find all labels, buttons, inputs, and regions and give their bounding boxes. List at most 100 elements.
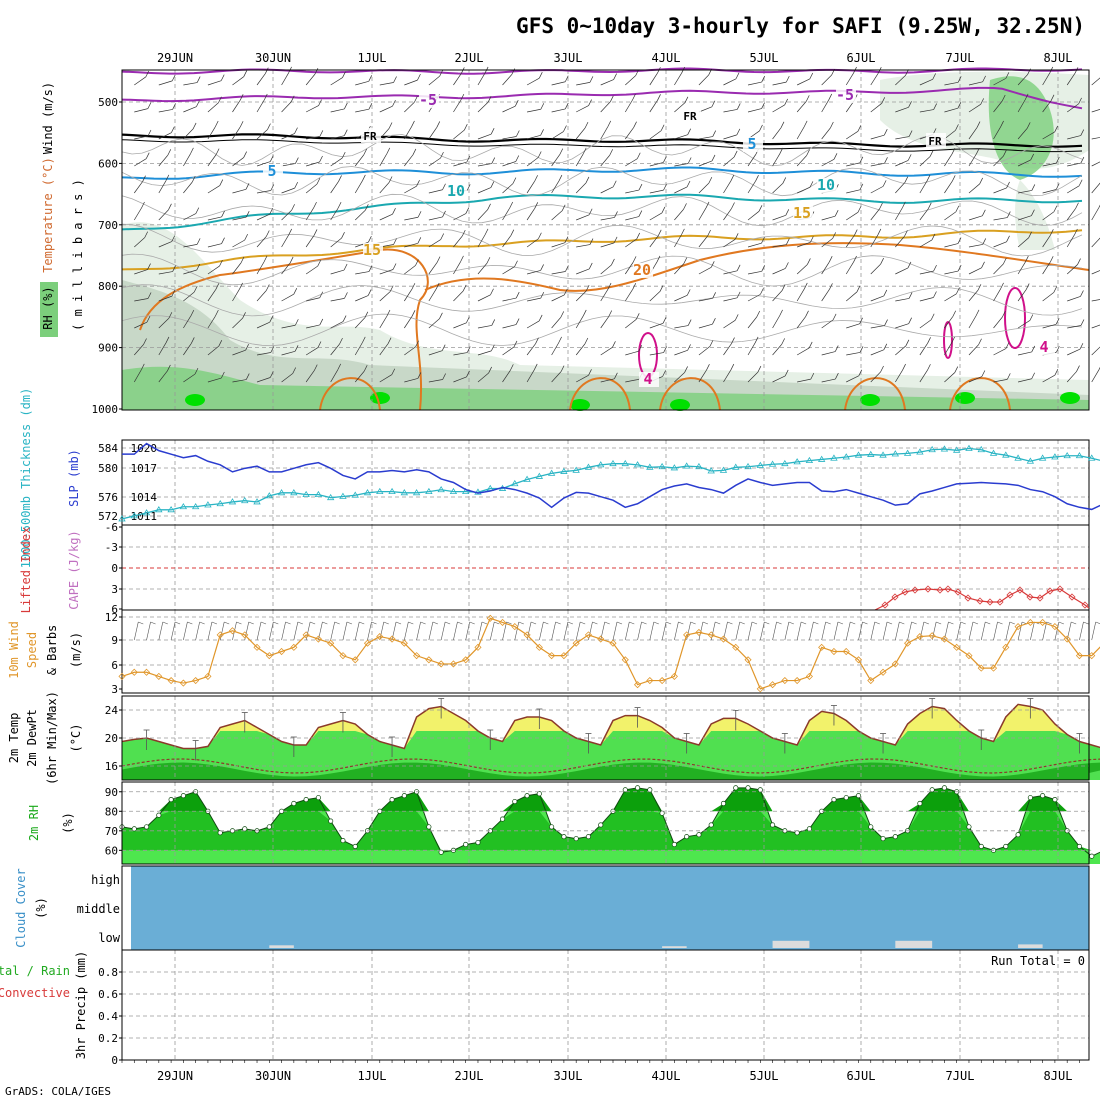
wind-barb-shaft (330, 369, 339, 383)
wind10-barb-flag (395, 621, 402, 625)
wind-barb-flag (977, 284, 982, 291)
rh2m-marker (328, 818, 334, 824)
wind-barb-shaft (379, 213, 393, 221)
thickness-marker (670, 464, 679, 471)
cloud-low-bar (662, 946, 687, 948)
wind-barb-flag (1080, 156, 1085, 164)
wind-barb-flag (215, 309, 219, 317)
wind-barb-flag (832, 313, 837, 321)
wind-barb-flag (588, 208, 593, 215)
wind-speed-marker (327, 639, 335, 647)
contour-label-bg (419, 93, 439, 108)
wind-barb-flag (736, 103, 741, 110)
wind-barb-flag (538, 72, 543, 79)
wind-speed-marker (560, 652, 568, 660)
wind-barb-flag (1031, 184, 1036, 191)
wind-barb-flag (683, 203, 687, 210)
wind-barb-shaft (624, 99, 633, 113)
wind-barb-shaft (281, 293, 294, 302)
wind-barb-shaft (944, 130, 956, 140)
contour-20-surface (949, 377, 1011, 411)
wind-barb-shaft (158, 209, 169, 221)
wind-barb-shaft (919, 156, 931, 167)
temp2m-ylabel-1: 2m Temp (7, 713, 21, 764)
contour-label: FR (363, 130, 377, 143)
wind10-barb (158, 621, 164, 641)
wind-barb-shaft (600, 186, 614, 194)
wind-speed-marker (462, 656, 470, 664)
wind-barb-flag (387, 337, 392, 344)
wind-barb-flag (687, 344, 691, 351)
wind-barb-shaft (576, 82, 590, 86)
thickness-marker (940, 445, 949, 452)
wind-barb-shaft (625, 216, 639, 221)
wind10-barb-flag (1046, 621, 1052, 625)
wind-barb-flag (859, 156, 864, 163)
wind10-barb (502, 621, 507, 641)
thickness-marker (854, 451, 863, 458)
wind-barb-flag (858, 369, 863, 376)
wind-barb-flag (269, 155, 274, 162)
wind-barb-flag (982, 75, 986, 83)
wind-barb-shaft (453, 322, 467, 329)
wind-barb-flag (709, 340, 714, 347)
wind-barb-flag (269, 207, 274, 215)
contour-label-bg (793, 206, 813, 221)
wind-barb-shaft (477, 102, 489, 113)
wind10-barb (980, 621, 986, 641)
wind-barb-flag (490, 288, 494, 295)
wind-barb-flag (1075, 202, 1079, 209)
thickness-marker (535, 472, 544, 479)
wind-barb-flag (736, 264, 741, 271)
wind-barb-shaft (846, 189, 860, 194)
wind10-barb-flag (383, 621, 389, 625)
wind-barb-flag (1054, 369, 1059, 376)
wind10-barb (600, 621, 606, 641)
wind-barb-shaft (1067, 348, 1081, 356)
rh-legend-swatch (40, 282, 58, 337)
wind-barb-shaft (576, 244, 591, 248)
wind-barb-flag (785, 262, 789, 269)
wind-barb-shaft (1067, 162, 1081, 167)
wind-barb-flag (1078, 179, 1083, 186)
wind-speed-marker (351, 656, 359, 664)
wind-barb-flag (165, 336, 170, 344)
wind-barb-flag (933, 103, 937, 110)
wind-barb-flag (978, 338, 982, 345)
wind-barb-shaft (330, 343, 340, 356)
wind-barb-shaft (968, 81, 983, 86)
wind-barb-shaft (232, 157, 244, 167)
wind10-barb-flag (751, 621, 758, 625)
wind-barb-shaft (1042, 211, 1055, 221)
upper-ylabel-temp: Temperature (°C) (41, 157, 55, 273)
rh2m-marker (659, 810, 665, 816)
wind-barb-shaft (232, 127, 241, 140)
wind-barb-flag (1031, 345, 1036, 353)
wind-barb-shaft (305, 265, 318, 275)
wind-barb-shaft (502, 266, 515, 275)
wind-barb-shaft (379, 374, 392, 383)
wind-barb-flag (515, 155, 520, 162)
wind10-barb-flag (604, 621, 610, 625)
wind-barb-shaft (379, 269, 394, 275)
wind-barb-flag (757, 365, 762, 373)
wind-barb-flag (393, 238, 397, 245)
thickness-marker (523, 475, 531, 482)
wind10-barb (391, 621, 397, 641)
wind-barb-shaft (1091, 237, 1100, 248)
wind-barb-shaft (919, 343, 928, 356)
slp-tick-label: 1011 (131, 510, 158, 523)
wind-barb-shaft (453, 129, 465, 140)
thickness-marker (474, 488, 482, 495)
wind-barb-shaft (993, 348, 1007, 356)
contour-20-surface (569, 377, 631, 411)
wind-barb-flag (140, 363, 145, 371)
thick-tick-label: 576 (98, 491, 118, 504)
wind-barb-flag (731, 202, 735, 209)
rh2m-marker (745, 785, 751, 791)
wind-barb-shaft (502, 74, 513, 86)
wind10-barb-flag (310, 621, 316, 625)
wind-barb-shaft (624, 288, 634, 302)
wind10-barb (723, 621, 728, 641)
wind10-barb (870, 621, 876, 641)
